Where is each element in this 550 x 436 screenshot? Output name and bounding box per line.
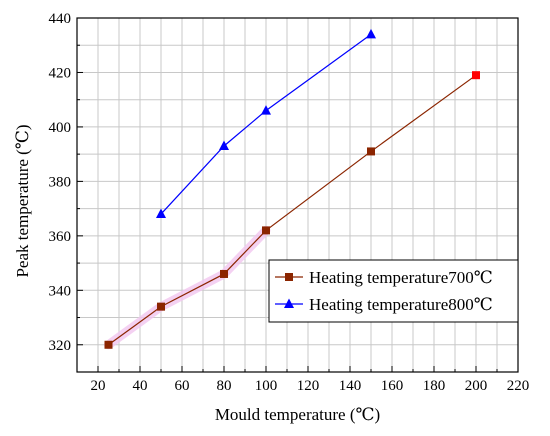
series-1-point: [262, 226, 270, 235]
series-layer: [104, 28, 480, 349]
x-tick-label: 60: [175, 378, 190, 394]
y-tick-label: 340: [49, 283, 72, 299]
x-axis-title: Mould temperature (℃): [215, 405, 380, 424]
x-tick-label: 220: [507, 378, 530, 394]
series-1-point: [220, 269, 228, 278]
x-tick-label: 20: [91, 378, 106, 394]
y-tick-label: 380: [49, 174, 72, 190]
x-tick-label: 160: [381, 378, 404, 394]
legend-marker-2: [284, 298, 294, 308]
legend-box: [268, 259, 519, 323]
series-2-point: [366, 28, 376, 39]
series-1-point: [104, 340, 113, 349]
legend: Heating temperature700℃ Heating temperatu…: [268, 259, 519, 323]
y-tick-label: 360: [49, 229, 72, 245]
y-tick-label: 420: [49, 65, 72, 81]
x-tick-label: 120: [297, 378, 320, 394]
series-2-line: [160, 33, 372, 215]
series-2-point: [156, 208, 166, 219]
y-axis-title: Peak temperature (℃): [13, 124, 32, 277]
x-tick-label: 80: [217, 378, 232, 394]
series-1-point: [472, 71, 480, 80]
axis-ticks: 20 40 60 80 100 120 140 160 180 200 220 320 340 360 38…: [49, 11, 530, 394]
series-1-point: [157, 302, 165, 311]
x-tick-label: 200: [465, 378, 488, 394]
y-tick-label: 440: [49, 11, 72, 27]
legend-marker-1: [285, 273, 293, 281]
x-tick-label: 140: [339, 378, 362, 394]
series-2-point: [219, 140, 229, 150]
x-tick-label: 180: [423, 378, 446, 394]
x-tick-label: 40: [133, 378, 148, 394]
series-1-line: [108, 74, 477, 346]
y-tick-label: 320: [49, 338, 72, 354]
legend-label-1: Heating temperature700℃: [309, 268, 493, 287]
series-2-point: [261, 105, 271, 115]
x-tick-label: 100: [255, 378, 278, 394]
plot-frame: [76, 17, 519, 373]
y-tick-label: 400: [49, 120, 72, 136]
legend-label-2: Heating temperature800℃: [309, 295, 493, 314]
series-1-point: [367, 147, 375, 156]
